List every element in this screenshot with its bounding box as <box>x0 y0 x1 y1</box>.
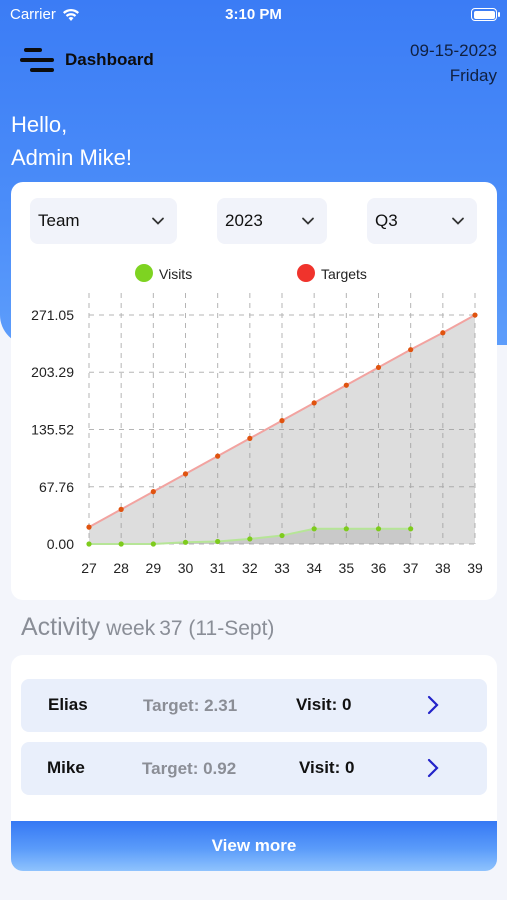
chevron-down-icon <box>452 217 464 225</box>
data-point-targets <box>311 400 317 406</box>
greeting-line2: Admin Mike! <box>11 145 133 170</box>
data-point-visits <box>150 541 156 547</box>
team-dropdown[interactable]: Team <box>30 198 177 244</box>
data-point-visits <box>311 526 317 532</box>
date-display: 09-15-2023 Friday <box>410 38 497 88</box>
visits-targets-chart: 0.00 67.76 135.52 203.29 271.05 27 28 29 30 31 32 3… <box>31 264 483 576</box>
activity-week-detail: 37 (11-Sept) <box>159 617 275 640</box>
y-tick-label: 203.29 <box>31 364 74 380</box>
data-point-targets <box>86 524 92 530</box>
data-point-visits <box>86 541 92 547</box>
list-item[interactable]: Elias Target: 2.31 Visit: 0 <box>21 679 487 732</box>
activity-week-label: week <box>106 617 156 640</box>
x-tick-label: 39 <box>467 560 483 576</box>
data-point-targets <box>279 418 285 424</box>
carrier-label: Carrier <box>10 6 56 23</box>
legend-swatch-targets <box>297 264 315 282</box>
greeting: Hello, Admin Mike! <box>11 108 132 174</box>
member-visit: Visit: 0 <box>296 695 352 714</box>
x-tick-label: 38 <box>435 560 451 576</box>
data-point-visits <box>343 526 349 532</box>
status-bar: Carrier 3:10 PM <box>0 0 507 30</box>
data-point-targets <box>215 453 221 459</box>
data-point-targets <box>247 435 253 441</box>
view-more-button[interactable]: View more <box>11 821 497 871</box>
y-tick-label: 67.76 <box>39 479 74 495</box>
x-tick-label: 30 <box>178 560 194 576</box>
data-point-targets <box>343 382 349 388</box>
chevron-right-icon[interactable] <box>425 694 441 716</box>
weekday-value: Friday <box>449 66 497 85</box>
date-value: 09-15-2023 <box>410 41 497 60</box>
data-point-visits <box>247 536 253 542</box>
data-point-visits <box>375 526 382 532</box>
data-point-targets <box>408 347 414 353</box>
member-visit: Visit: 0 <box>299 758 355 777</box>
list-item[interactable]: Mike Target: 0.92 Visit: 0 <box>21 742 487 795</box>
data-point-visits <box>279 532 285 539</box>
data-point-targets <box>472 312 478 318</box>
x-tick-label: 31 <box>210 560 226 576</box>
member-name: Elias <box>48 695 88 714</box>
chevron-right-icon[interactable] <box>425 757 441 779</box>
page-title: Dashboard <box>65 50 154 69</box>
x-tick-label: 32 <box>242 560 258 576</box>
chevron-down-icon <box>302 217 314 225</box>
x-tick-label: 29 <box>146 560 162 576</box>
chevron-down-icon <box>152 217 164 225</box>
status-time: 3:10 PM <box>225 6 282 23</box>
team-dropdown-value: Team <box>38 211 80 230</box>
data-point-targets <box>182 471 189 477</box>
data-point-targets <box>440 330 446 336</box>
y-tick-label: 135.52 <box>31 422 74 438</box>
activity-title: Activity <box>21 613 101 641</box>
quarter-dropdown[interactable]: Q3 <box>367 198 477 244</box>
member-target: Target: 0.92 <box>142 759 237 778</box>
y-tick-label: 0.00 <box>47 536 74 552</box>
x-tick-label: 35 <box>339 560 355 576</box>
data-point-targets <box>375 364 382 371</box>
quarter-dropdown-value: Q3 <box>375 211 398 230</box>
data-point-visits <box>215 538 221 545</box>
data-point-targets <box>150 489 156 495</box>
menu-icon[interactable] <box>20 46 56 74</box>
data-point-targets <box>118 506 124 512</box>
x-tick-label: 27 <box>81 560 97 576</box>
greeting-line1: Hello, <box>11 112 68 137</box>
legend-label-visits: Visits <box>159 266 192 282</box>
y-tick-label: 271.05 <box>31 307 74 323</box>
legend-label-targets: Targets <box>321 266 367 282</box>
legend-swatch-visits <box>135 264 153 282</box>
data-point-visits <box>182 539 189 545</box>
year-dropdown[interactable]: 2023 <box>217 198 327 244</box>
series-area-visits <box>89 528 411 544</box>
carrier: Carrier <box>10 6 80 23</box>
wifi-icon <box>62 8 79 21</box>
data-point-visits <box>408 526 414 532</box>
member-target: Target: 2.31 <box>143 696 238 715</box>
x-tick-label: 28 <box>113 560 129 576</box>
activity-heading: Activity week 37 (11-Sept) <box>21 613 274 642</box>
chart-card <box>11 182 497 600</box>
x-tick-label: 33 <box>274 560 290 576</box>
member-name: Mike <box>47 758 85 777</box>
x-tick-label: 34 <box>306 560 322 576</box>
battery-icon <box>471 8 500 21</box>
year-dropdown-value: 2023 <box>225 211 263 230</box>
x-tick-label: 37 <box>403 560 419 576</box>
x-tick-label: 36 <box>371 560 387 576</box>
series-area-targets <box>89 315 475 544</box>
data-point-visits <box>118 541 124 547</box>
